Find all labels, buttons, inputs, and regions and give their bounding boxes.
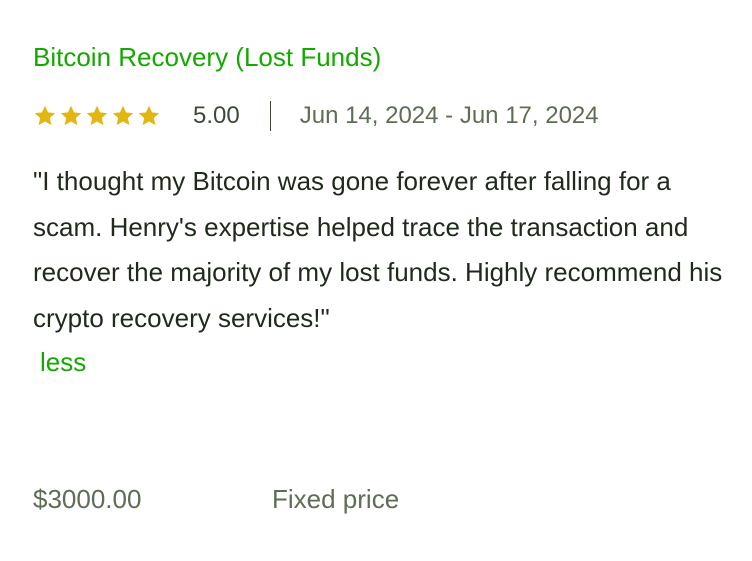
star-icon: [137, 104, 161, 128]
price-amount: $3000.00: [33, 484, 142, 514]
date-range: Jun 14, 2024 - Jun 17, 2024: [299, 102, 599, 129]
star-icon: [85, 104, 109, 128]
job-title-link[interactable]: Bitcoin Recovery (Lost Funds): [33, 42, 382, 72]
rating-row: 5.00 Jun 14, 2024 - Jun 17, 2024: [33, 101, 723, 131]
star-rating: [33, 104, 161, 128]
divider: [269, 101, 271, 131]
review-card: Bitcoin Recovery (Lost Funds) 5.00 Jun 1…: [33, 40, 723, 383]
rating-score: 5.00: [193, 102, 240, 129]
price-type: Fixed price: [272, 484, 400, 514]
star-icon: [59, 104, 83, 128]
star-icon: [33, 104, 57, 128]
review-text: "I thought my Bitcoin was gone forever a…: [33, 166, 723, 333]
price-row: $3000.00 Fixed price: [33, 484, 399, 515]
less-link[interactable]: less: [40, 347, 87, 377]
star-icon: [111, 104, 135, 128]
